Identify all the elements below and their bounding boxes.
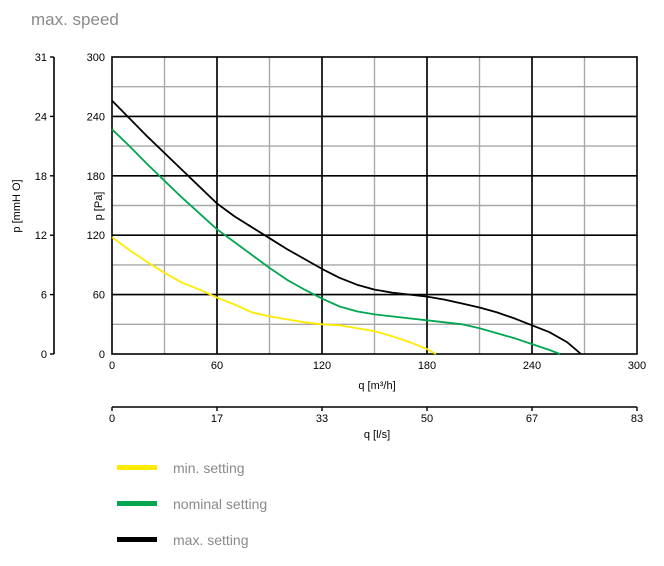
- legend-label-max: max. setting: [173, 531, 249, 548]
- series-line-0: [111, 236, 437, 355]
- series-lines: [111, 99, 582, 355]
- y-tick-label: 60: [93, 290, 105, 302]
- y2-tick-label: 31: [35, 52, 47, 64]
- y2-tick-label: 18: [35, 171, 47, 183]
- major-grid: [112, 57, 637, 354]
- chart-canvas: 0000606017612012033121801805018240240672…: [11, 52, 646, 441]
- x2-tick-label: 83: [631, 413, 643, 425]
- y-axis-label: p [Pa]: [93, 192, 105, 221]
- x-tick-label: 120: [313, 360, 331, 372]
- y2-tick-label: 12: [35, 230, 47, 242]
- x-axis-label: q [m³/h]: [358, 380, 395, 392]
- series-line-2: [111, 99, 582, 355]
- legend-swatch-min: [117, 465, 157, 470]
- legend-label-nominal: nominal setting: [173, 495, 268, 512]
- legend-item-nominal: nominal setting: [117, 494, 267, 513]
- legend-swatch-nominal: [117, 501, 157, 506]
- x2-tick-label: 67: [526, 413, 538, 425]
- series-line-1: [111, 128, 561, 355]
- x2-axis-label: q [l/s]: [364, 429, 390, 441]
- y-tick-label: 180: [87, 171, 105, 183]
- legend-swatch-max: [117, 537, 157, 542]
- axes: [50, 56, 638, 411]
- y2-tick-label: 24: [35, 111, 47, 123]
- y-tick-label: 300: [87, 52, 105, 64]
- x-tick-label: 60: [211, 360, 223, 372]
- legend-item-min: min. setting: [117, 458, 267, 477]
- x-tick-label: 240: [523, 360, 541, 372]
- chart-title: max. speed: [31, 10, 119, 29]
- x-tick-label: 0: [109, 360, 115, 372]
- plot-frame: [111, 56, 638, 355]
- legend-label-min: min. setting: [173, 459, 245, 476]
- x2-tick-label: 33: [316, 413, 328, 425]
- x-tick-label: 300: [628, 360, 646, 372]
- y2-axis-label: p [mmH O]: [11, 179, 23, 232]
- y-tick-label: 0: [99, 349, 105, 361]
- tick-labels: 0000606017612012033121801805018240240672…: [35, 52, 646, 425]
- y2-tick-label: 0: [41, 349, 47, 361]
- x2-tick-label: 17: [211, 413, 223, 425]
- y-tick-label: 240: [87, 111, 105, 123]
- x2-tick-label: 50: [421, 413, 433, 425]
- y-tick-label: 120: [87, 230, 105, 242]
- legend-item-max: max. setting: [117, 530, 267, 549]
- y2-tick-label: 6: [41, 290, 47, 302]
- legend: min. setting nominal setting max. settin…: [117, 458, 267, 566]
- x-tick-label: 180: [418, 360, 436, 372]
- x2-tick-label: 0: [109, 413, 115, 425]
